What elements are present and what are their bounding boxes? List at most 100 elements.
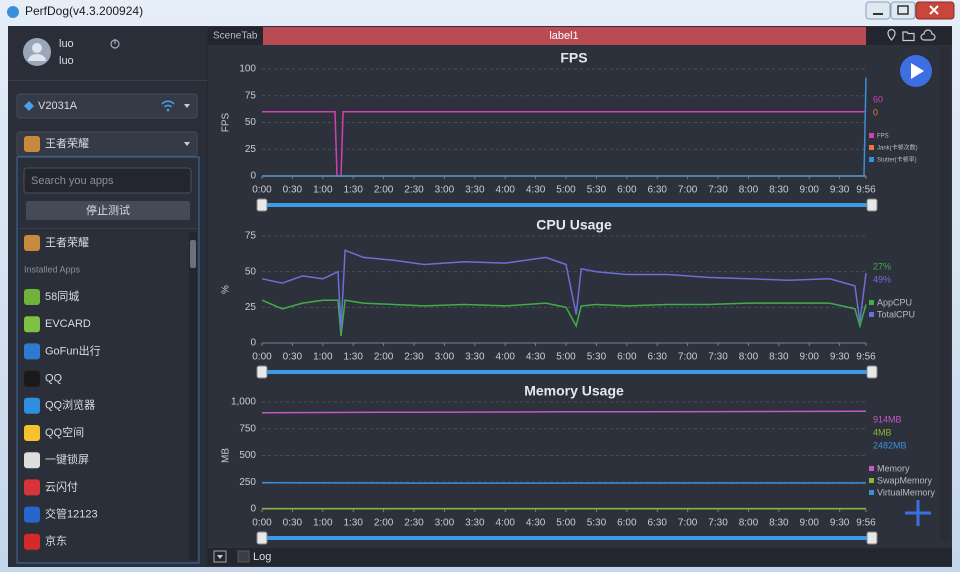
app-icon <box>24 235 40 251</box>
log-label: Log <box>253 551 271 563</box>
app-icon <box>24 425 40 441</box>
x-tick-label: 7:00 <box>678 518 698 529</box>
x-tick-label: 7:30 <box>708 518 728 529</box>
app-item[interactable]: GoFun出行 <box>45 343 101 357</box>
window-controls[interactable] <box>865 1 955 20</box>
chart-title: Memory Usage <box>524 383 624 399</box>
app-icon <box>24 289 40 305</box>
installed-header: Installed Apps <box>24 264 81 274</box>
user-name: luo <box>59 38 74 50</box>
toolbar-icons[interactable] <box>887 28 936 42</box>
app-icon <box>24 316 40 333</box>
legend-label: VirtualMemory <box>877 487 935 497</box>
app-item[interactable]: EVCARD <box>45 318 91 330</box>
x-tick-label: 5:30 <box>587 185 607 196</box>
scrollbar-thumb[interactable] <box>190 240 196 268</box>
series-line <box>261 410 867 414</box>
app-icon <box>24 506 40 523</box>
scrollbar-track <box>189 232 197 560</box>
legend-swatch <box>869 466 874 471</box>
collapse-button[interactable] <box>213 550 227 563</box>
search-input[interactable] <box>23 167 192 194</box>
x-tick-label: 2:30 <box>404 185 424 196</box>
x-tick-label: 2:00 <box>374 518 394 529</box>
x-tick-label: 9:00 <box>800 185 820 196</box>
y-tick-label: 0 <box>250 171 256 182</box>
app-item[interactable]: QQ <box>45 373 63 385</box>
x-tick-label: 4:30 <box>526 185 546 196</box>
app-item[interactable]: 京东 <box>45 534 67 548</box>
app-icon <box>24 397 40 414</box>
user-account: luo <box>59 55 74 67</box>
log-checkbox[interactable] <box>237 550 250 563</box>
x-tick-label: 9:30 <box>830 185 850 196</box>
wifi-icon <box>161 100 175 108</box>
x-tick-label: 0:00 <box>252 518 272 529</box>
x-tick-label: 7:30 <box>708 352 728 363</box>
y-tick-label: 25 <box>245 144 257 155</box>
app-item[interactable]: QQ空间 <box>45 425 84 439</box>
app-item[interactable]: 58同城 <box>45 290 79 303</box>
x-tick-label: 9:30 <box>830 352 850 363</box>
legend-swatch <box>869 490 874 495</box>
x-tick-label: 2:00 <box>374 185 394 196</box>
x-tick-label: 9:30 <box>830 518 850 529</box>
x-tick-label: 6:30 <box>648 518 668 529</box>
y-tick-label: 0 <box>250 504 256 515</box>
x-tick-label: 6:30 <box>648 352 668 363</box>
chart-title: FPS <box>560 50 587 66</box>
maximize-button[interactable] <box>890 1 916 20</box>
range-slider[interactable] <box>262 536 872 540</box>
app-item[interactable]: 交管12123 <box>45 507 98 521</box>
current-app[interactable]: 王者荣耀 <box>45 236 89 249</box>
app-icon <box>7 6 19 18</box>
scene-tab[interactable]: SceneTab <box>213 31 258 42</box>
device-select[interactable] <box>16 93 198 119</box>
stop-button[interactable] <box>26 201 190 220</box>
current-value: 2482MB <box>873 440 907 450</box>
y-tick-label: 50 <box>245 117 257 128</box>
x-tick-label: 8:00 <box>739 352 759 363</box>
main-scrollbar <box>940 46 950 540</box>
legend-label: SwapMemory <box>877 475 933 485</box>
app-item[interactable]: 一键锁屏 <box>45 452 89 466</box>
x-tick-label: 5:30 <box>587 518 607 529</box>
legend-swatch <box>869 312 874 317</box>
slider-handle[interactable] <box>866 198 878 212</box>
slider-handle[interactable] <box>256 198 268 212</box>
x-tick-label: 0:30 <box>283 518 303 529</box>
range-slider[interactable] <box>262 370 872 374</box>
series-line <box>261 299 867 336</box>
app-item[interactable]: 云闪付 <box>45 479 78 493</box>
app-item[interactable]: QQ浏览器 <box>45 398 95 412</box>
current-value: 914MB <box>873 414 902 424</box>
power-icon[interactable] <box>110 39 120 49</box>
play-button[interactable] <box>900 55 932 87</box>
slider-handle[interactable] <box>256 365 268 379</box>
x-tick-label: 3:00 <box>435 518 455 529</box>
y-tick-label: 75 <box>245 231 257 242</box>
app-select[interactable] <box>16 131 198 157</box>
x-tick-label: 5:00 <box>556 352 576 363</box>
slider-handle[interactable] <box>256 531 268 545</box>
label-tab[interactable] <box>263 27 866 45</box>
y-tick-label: 0 <box>250 338 256 349</box>
y-axis-label: FPS <box>221 112 232 132</box>
legend-swatch <box>869 478 874 483</box>
slider-handle[interactable] <box>866 365 878 379</box>
x-tick-label: 9:56 <box>856 352 876 363</box>
slider-handle[interactable] <box>866 531 878 545</box>
app-icon <box>24 370 40 387</box>
add-button[interactable] <box>905 500 931 526</box>
stop-button-label: 停止测试 <box>86 203 130 217</box>
x-tick-label: 0:00 <box>252 185 272 196</box>
series-line <box>262 77 867 177</box>
legend-swatch <box>869 133 874 138</box>
minimize-button[interactable] <box>865 1 891 20</box>
x-tick-label: 8:30 <box>769 352 789 363</box>
range-slider[interactable] <box>262 203 872 207</box>
current-value: 49% <box>873 274 891 284</box>
current-value: 60 <box>873 94 883 104</box>
app-icon <box>24 452 40 469</box>
